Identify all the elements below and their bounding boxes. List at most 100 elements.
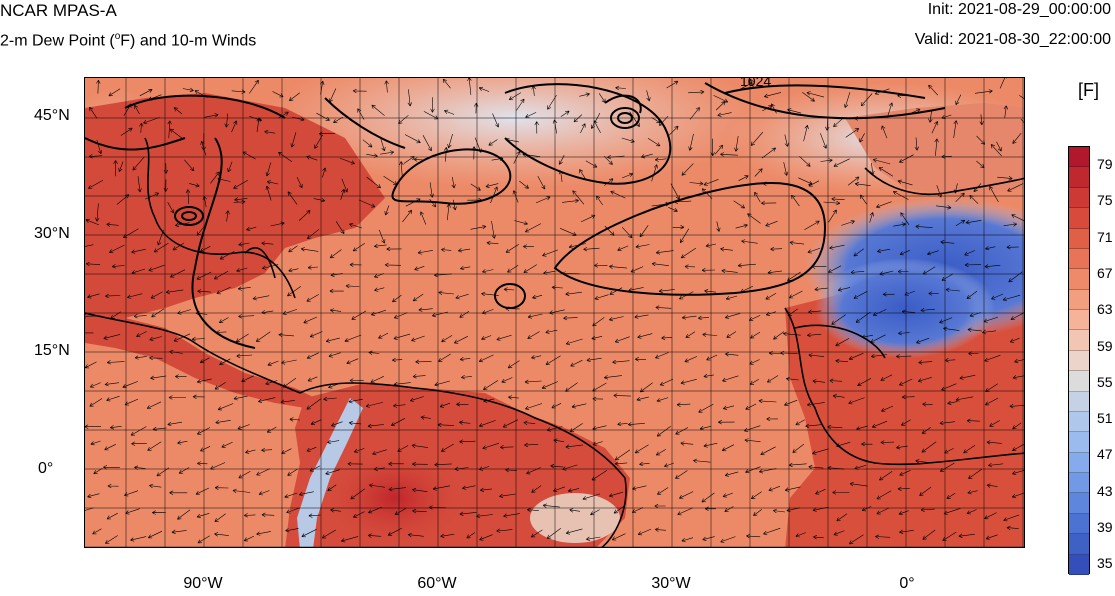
wind-arrow bbox=[237, 424, 250, 430]
wind-arrow bbox=[306, 352, 319, 359]
wind-arrow bbox=[565, 291, 582, 296]
wind-arrow bbox=[968, 468, 983, 479]
lat-label-45n: 45°N bbox=[34, 107, 70, 124]
wind-arrow bbox=[85, 261, 101, 267]
wind-arrow bbox=[255, 331, 271, 342]
wind-arrow bbox=[968, 351, 979, 356]
wind-arrow bbox=[423, 111, 439, 120]
lon-label-90w: 90°W bbox=[183, 575, 223, 592]
wind-arrow bbox=[397, 445, 409, 452]
wind-arrow bbox=[788, 462, 807, 468]
wind-arrow bbox=[914, 137, 919, 151]
wind-arrow bbox=[579, 92, 590, 97]
wind-arrow bbox=[352, 243, 365, 252]
wind-arrow bbox=[808, 180, 820, 187]
wind-arrow bbox=[178, 467, 190, 474]
colorbar-units: [F] bbox=[1078, 80, 1099, 100]
wind-arrow bbox=[200, 140, 207, 156]
wind-arrow bbox=[191, 336, 205, 342]
wind-arrow bbox=[947, 400, 958, 405]
wind-arrow bbox=[214, 513, 226, 522]
wind-arrow bbox=[1006, 525, 1019, 531]
wind-arrow bbox=[726, 331, 737, 338]
wind-arrow bbox=[157, 229, 164, 246]
wind-arrow bbox=[958, 533, 975, 538]
wind-arrow bbox=[393, 312, 408, 319]
wind-arrow bbox=[936, 185, 942, 198]
wind-arrow bbox=[881, 125, 888, 139]
wind-arrow bbox=[428, 505, 446, 510]
wind-arrow bbox=[659, 115, 669, 126]
wind-arrow bbox=[505, 137, 519, 143]
wind-arrow bbox=[604, 375, 622, 380]
wind-arrow bbox=[130, 426, 147, 436]
wind-arrow bbox=[105, 535, 118, 544]
wind-arrow bbox=[953, 183, 959, 194]
wind-arrow bbox=[741, 239, 758, 244]
wind-arrow bbox=[481, 291, 499, 297]
wind-arrow bbox=[235, 333, 249, 343]
wind-arrow bbox=[786, 376, 799, 382]
wind-arrow bbox=[148, 264, 165, 272]
colorbar-swatch bbox=[1069, 248, 1089, 270]
wind-arrow bbox=[418, 307, 433, 312]
wind-arrow bbox=[899, 378, 913, 386]
wind-arrow bbox=[454, 336, 468, 344]
wind-arrow bbox=[672, 225, 685, 230]
wind-arrow bbox=[278, 332, 295, 338]
wind-arrow bbox=[233, 395, 248, 401]
wind-arrow bbox=[921, 441, 937, 453]
wind-arrow bbox=[442, 78, 451, 89]
wind-arrow bbox=[811, 264, 827, 269]
wind-arrow bbox=[85, 361, 97, 369]
wind-arrow bbox=[526, 467, 541, 475]
wind-arrow bbox=[288, 245, 298, 253]
colorbar-label: 79 bbox=[1097, 156, 1113, 172]
wind-arrow bbox=[720, 152, 738, 157]
wind-arrow bbox=[876, 507, 890, 515]
wind-arrow bbox=[527, 507, 539, 513]
wind-arrow bbox=[812, 448, 829, 455]
wind-arrow bbox=[407, 89, 412, 107]
wind-arrow bbox=[927, 250, 939, 256]
wind-arrow bbox=[378, 332, 389, 339]
wind-arrow bbox=[284, 492, 298, 499]
wind-arrow bbox=[808, 309, 822, 314]
wind-arrow bbox=[897, 93, 911, 98]
wind-arrow bbox=[943, 508, 961, 515]
wind-arrow bbox=[470, 183, 481, 191]
wind-arrow bbox=[881, 405, 894, 412]
wind-arrow bbox=[237, 286, 251, 291]
wind-arrow bbox=[204, 113, 219, 118]
wind-arrow bbox=[681, 537, 694, 543]
wind-arrow bbox=[585, 160, 598, 168]
wind-arrow bbox=[613, 393, 631, 398]
wind-arrow bbox=[617, 245, 629, 251]
wind-arrow bbox=[879, 471, 893, 481]
wind-arrow bbox=[479, 534, 493, 541]
wind-arrow bbox=[1012, 375, 1024, 380]
wind-arrow bbox=[710, 138, 715, 156]
wind-arrow bbox=[988, 462, 1004, 468]
wind-arrow bbox=[167, 421, 183, 427]
wind-arrow bbox=[169, 490, 188, 495]
wind-arrow bbox=[955, 396, 974, 402]
wind-arrow bbox=[368, 350, 380, 355]
wind-arrow bbox=[508, 92, 522, 100]
wind-arrow bbox=[859, 194, 867, 205]
wind-arrow bbox=[258, 490, 270, 496]
wind-arrow bbox=[918, 360, 933, 365]
wind-arrow bbox=[897, 486, 910, 491]
wind-arrow bbox=[466, 532, 476, 539]
wind-arrow bbox=[636, 396, 649, 402]
wind-arrow bbox=[787, 308, 798, 317]
wind-arrow bbox=[219, 251, 235, 260]
wind-arrow bbox=[701, 268, 716, 273]
valid-time-label: Valid: 2021-08-30_22:00:00 bbox=[914, 31, 1111, 48]
wind-arrow bbox=[745, 466, 761, 474]
wind-arrow bbox=[637, 333, 653, 339]
wind-arrow bbox=[365, 402, 383, 408]
wind-arrow bbox=[720, 247, 733, 252]
wind-arrow bbox=[234, 197, 248, 202]
wind-arrow bbox=[261, 512, 275, 518]
